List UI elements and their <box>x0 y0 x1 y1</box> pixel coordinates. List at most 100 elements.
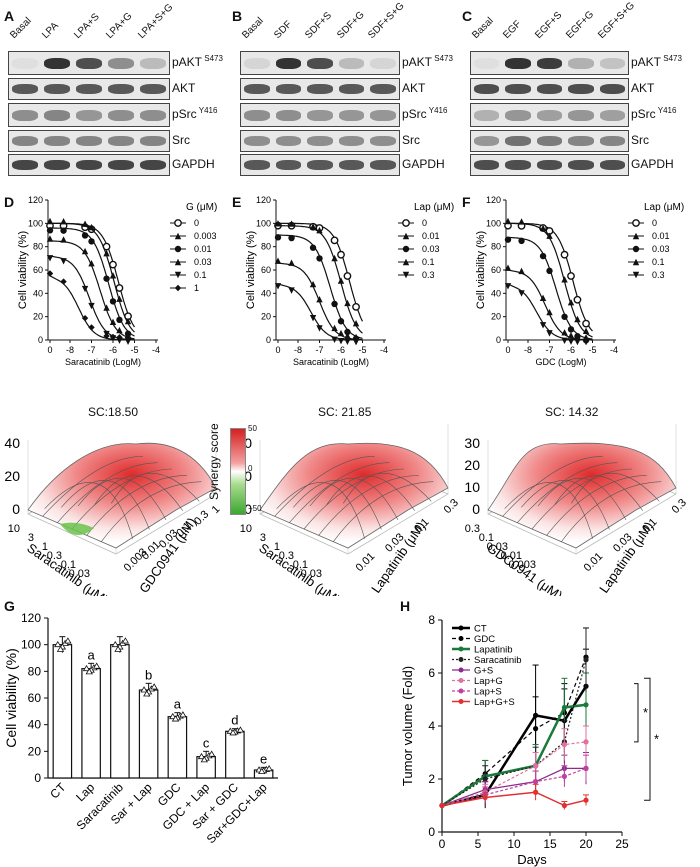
data-point <box>92 662 101 669</box>
data-point <box>482 776 488 782</box>
z-tick-label: 30 <box>464 435 480 451</box>
data-point <box>567 338 575 345</box>
left-axis-tick: 1 <box>274 541 280 553</box>
fit-curve <box>56 279 135 341</box>
left-axis-tick: 0.3 <box>465 523 480 535</box>
data-point <box>539 224 547 232</box>
blot-band <box>140 160 166 170</box>
x-tick-label: -5 <box>588 345 596 355</box>
legend-label: G+S <box>474 666 493 677</box>
data-point <box>88 259 95 267</box>
left-axis-tick: 0.3 <box>279 550 294 562</box>
bar <box>167 716 188 779</box>
mesh-line <box>303 468 405 530</box>
data-point <box>337 277 345 284</box>
x-tick-label: -8 <box>66 345 74 355</box>
data-point <box>561 773 567 779</box>
significance-marker: * <box>643 705 648 720</box>
blot-label: pSrc Y416 <box>402 106 448 121</box>
x-tick-label: 25 <box>615 837 629 851</box>
blot-label: Src <box>631 133 649 147</box>
left-axis-tick: 3 <box>28 532 34 544</box>
data-point <box>121 637 130 644</box>
right-axis-tick: 1 <box>210 503 223 516</box>
blot-band <box>568 160 594 170</box>
left-axis-tick: 0.03 <box>69 568 90 580</box>
y-axis-label: Cell viability (%) <box>245 231 257 309</box>
legend-label: Lap+S <box>474 687 502 698</box>
data-point <box>109 333 117 341</box>
y-tick-label: 80 <box>491 242 501 252</box>
legend-title: Lap (μM) <box>414 202 454 213</box>
left-axis-tick: 3 <box>260 532 266 544</box>
blot-band <box>474 136 500 146</box>
blot-label: pAKT S473 <box>172 54 223 69</box>
data-point <box>288 220 295 227</box>
blot-label: AKT <box>631 81 655 95</box>
data-point <box>331 300 338 308</box>
data-point <box>546 232 553 239</box>
fit-curve <box>285 225 363 334</box>
data-point <box>518 237 525 245</box>
mesh-line <box>554 475 643 511</box>
data-point <box>316 255 323 262</box>
mesh-line <box>531 468 633 530</box>
lane-label: EGF+S <box>533 9 565 42</box>
blot-band <box>505 57 531 69</box>
data-point <box>504 283 512 290</box>
blot-band <box>370 136 396 146</box>
data-point <box>258 767 266 774</box>
legend-label: 1 <box>194 283 199 293</box>
data-point <box>560 250 569 259</box>
blot-band <box>307 84 333 94</box>
blot-strip-pakt <box>470 51 629 75</box>
mesh-line <box>333 481 434 542</box>
fit-curve <box>285 222 364 322</box>
blot-strip-pakt <box>240 51 400 75</box>
legend-label: Lap+G+S <box>474 697 515 708</box>
right-axis-tick: 0.01 <box>354 550 378 574</box>
legend-label: 0.3 <box>422 270 435 280</box>
data-point <box>88 324 95 331</box>
data-point <box>309 280 317 288</box>
data-point <box>632 258 640 266</box>
data-point <box>64 637 72 644</box>
lane-label: EGF+G <box>564 9 597 42</box>
legend-label: 0.03 <box>422 244 440 254</box>
blot-band <box>338 136 365 146</box>
blot-band <box>370 57 396 69</box>
blot-band <box>244 109 270 121</box>
blot-label: AKT <box>402 81 426 95</box>
blot-strip-psrc <box>470 103 629 127</box>
z-tick-label: 40 <box>4 435 20 451</box>
legend-label: 0.1 <box>652 257 665 267</box>
x-tick-label: -7 <box>315 345 323 355</box>
data-point <box>567 272 575 280</box>
y-tick-label: 80 <box>33 242 43 252</box>
data-point <box>81 232 89 239</box>
panel-letter-f: F <box>462 194 471 210</box>
blot-band <box>505 84 531 94</box>
blot-band <box>12 109 38 121</box>
x-tick-label: -5 <box>130 345 138 355</box>
data-point <box>546 267 553 275</box>
blot-band <box>599 57 625 69</box>
data-point <box>143 690 151 697</box>
left-axis-tick: 1 <box>42 541 48 553</box>
data-point <box>352 302 360 311</box>
blot-strip-src <box>470 130 629 152</box>
y-tick-label: 40 <box>261 288 271 298</box>
data-point <box>574 333 581 340</box>
y-tick-label: 20 <box>28 744 42 758</box>
mesh-line <box>77 477 167 521</box>
significance-letter: a <box>174 697 182 712</box>
data-point <box>573 295 582 304</box>
y-tick-label: 120 <box>21 611 41 625</box>
lane-label: LPA+S <box>72 11 102 41</box>
z-tick-label: 0 <box>472 501 480 517</box>
y-tick-label: 0 <box>266 335 271 345</box>
blot-band <box>108 84 134 94</box>
data-point <box>331 336 338 343</box>
mesh-line <box>111 472 200 504</box>
data-point <box>150 683 158 690</box>
